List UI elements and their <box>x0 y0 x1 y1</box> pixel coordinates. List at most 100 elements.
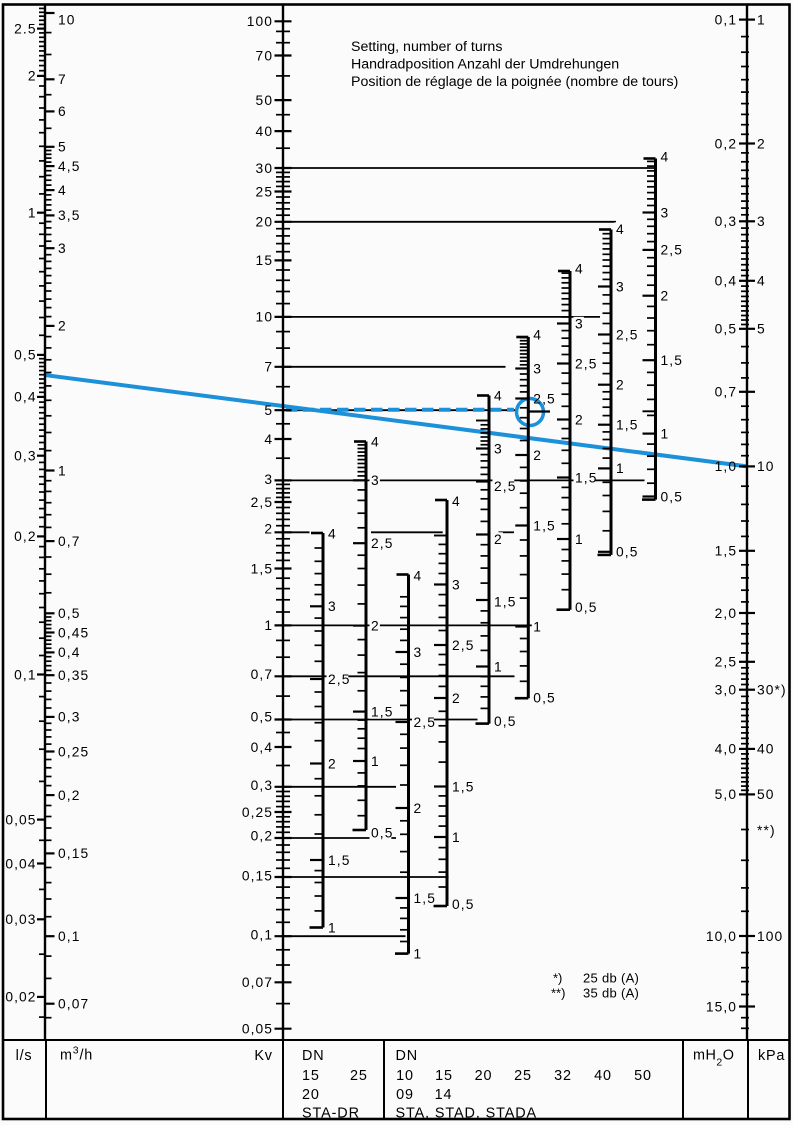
svg-text:0,3: 0,3 <box>715 214 737 229</box>
svg-text:0,4: 0,4 <box>251 740 273 755</box>
svg-text:1,5: 1,5 <box>452 779 474 794</box>
svg-text:32: 32 <box>554 1068 572 1084</box>
svg-text:5: 5 <box>58 140 67 155</box>
svg-text:4: 4 <box>575 261 584 276</box>
svg-text:0,7: 0,7 <box>251 667 273 682</box>
svg-text:DN: DN <box>302 1048 325 1064</box>
svg-text:25: 25 <box>350 1068 368 1084</box>
svg-text:Handradposition Anzahl der Umd: Handradposition Anzahl der Umdrehungen <box>351 57 619 73</box>
svg-text:3: 3 <box>533 361 542 376</box>
svg-text:0,5: 0,5 <box>452 897 474 912</box>
svg-text:mH2O: mH2O <box>693 1048 734 1069</box>
svg-text:35 db (A): 35 db (A) <box>583 985 639 1000</box>
svg-text:50: 50 <box>256 93 274 108</box>
svg-text:3: 3 <box>452 577 461 592</box>
svg-text:2: 2 <box>533 448 542 463</box>
svg-text:0,07: 0,07 <box>242 975 273 990</box>
svg-text:4: 4 <box>264 432 273 447</box>
svg-text:0,5: 0,5 <box>661 489 683 504</box>
svg-text:kPa: kPa <box>758 1048 785 1064</box>
svg-text:09: 09 <box>396 1087 414 1103</box>
svg-text:2: 2 <box>575 412 584 427</box>
svg-text:4: 4 <box>452 494 461 509</box>
svg-text:0,4: 0,4 <box>14 390 36 405</box>
svg-text:0,5: 0,5 <box>533 690 555 705</box>
svg-text:4: 4 <box>661 150 670 165</box>
svg-text:2: 2 <box>452 691 461 706</box>
svg-text:2,5: 2,5 <box>715 655 737 670</box>
svg-text:3: 3 <box>661 205 670 220</box>
svg-text:DN: DN <box>396 1048 419 1064</box>
svg-text:1: 1 <box>757 12 766 27</box>
svg-text:30*): 30*) <box>757 683 787 698</box>
svg-text:2,5: 2,5 <box>414 715 436 730</box>
svg-text:0,5: 0,5 <box>494 714 516 729</box>
svg-text:3: 3 <box>58 241 67 256</box>
svg-text:0,5: 0,5 <box>58 606 80 621</box>
svg-text:2: 2 <box>414 801 423 816</box>
svg-text:1: 1 <box>616 461 625 476</box>
svg-text:5,0: 5,0 <box>715 787 737 802</box>
svg-text:4,5: 4,5 <box>58 159 80 174</box>
svg-text:2.5: 2.5 <box>14 21 36 36</box>
svg-text:1: 1 <box>452 830 461 845</box>
svg-text:1: 1 <box>661 426 670 441</box>
svg-text:**): **) <box>551 985 565 1000</box>
svg-text:**): **) <box>757 823 776 838</box>
svg-text:3: 3 <box>371 473 380 488</box>
svg-text:0,04: 0,04 <box>5 856 36 871</box>
svg-text:l/s: l/s <box>16 1048 33 1064</box>
svg-text:100: 100 <box>757 929 783 944</box>
svg-text:15: 15 <box>435 1068 453 1084</box>
svg-text:2: 2 <box>328 756 337 771</box>
svg-text:3: 3 <box>264 472 273 487</box>
svg-text:3: 3 <box>328 599 337 614</box>
svg-text:0,4: 0,4 <box>58 645 80 660</box>
svg-text:5: 5 <box>264 403 273 418</box>
svg-text:0,45: 0,45 <box>58 625 89 640</box>
svg-text:4: 4 <box>58 183 67 198</box>
svg-text:Kv: Kv <box>254 1048 272 1064</box>
svg-text:1: 1 <box>264 618 273 633</box>
svg-text:0,5: 0,5 <box>251 709 273 724</box>
svg-text:100: 100 <box>247 14 273 29</box>
svg-text:2: 2 <box>28 69 37 84</box>
svg-text:0,05: 0,05 <box>242 1022 273 1037</box>
svg-text:0,3: 0,3 <box>58 710 80 725</box>
svg-text:10: 10 <box>396 1068 414 1084</box>
svg-text:14: 14 <box>435 1087 453 1103</box>
svg-text:10: 10 <box>58 12 76 27</box>
svg-text:4,0: 4,0 <box>715 742 737 757</box>
svg-text:4: 4 <box>616 222 625 237</box>
svg-text:1,5: 1,5 <box>661 353 683 368</box>
svg-text:2: 2 <box>661 289 670 304</box>
svg-text:1: 1 <box>414 946 423 961</box>
svg-text:3,5: 3,5 <box>58 208 80 223</box>
svg-text:25 db (A): 25 db (A) <box>583 971 639 986</box>
svg-text:15: 15 <box>302 1068 320 1084</box>
svg-text:50: 50 <box>634 1068 652 1084</box>
svg-text:2,5: 2,5 <box>661 243 683 258</box>
svg-text:10,0: 10,0 <box>706 929 737 944</box>
svg-text:STA-DR: STA-DR <box>302 1106 360 1122</box>
svg-text:2: 2 <box>616 378 625 393</box>
svg-text:STA, STAD, STADA: STA, STAD, STADA <box>396 1106 538 1122</box>
svg-text:40: 40 <box>757 742 775 757</box>
svg-text:2,5: 2,5 <box>328 672 350 687</box>
svg-text:40: 40 <box>256 124 274 139</box>
svg-text:4: 4 <box>757 274 766 289</box>
svg-text:2,0: 2,0 <box>715 606 737 621</box>
svg-text:2: 2 <box>264 522 273 537</box>
svg-text:2: 2 <box>757 136 766 151</box>
svg-text:0,25: 0,25 <box>58 744 89 759</box>
svg-text:0,25: 0,25 <box>242 805 273 820</box>
svg-text:0,5: 0,5 <box>14 348 36 363</box>
svg-text:Position de réglage de la poig: Position de réglage de la poignée (nombr… <box>351 74 678 90</box>
svg-text:50: 50 <box>757 787 775 802</box>
svg-text:1: 1 <box>533 619 542 634</box>
svg-text:3: 3 <box>575 316 584 331</box>
svg-text:0,2: 0,2 <box>715 136 737 151</box>
svg-text:0,05: 0,05 <box>5 812 36 827</box>
svg-text:2: 2 <box>371 618 380 633</box>
svg-text:2,5: 2,5 <box>452 638 474 653</box>
